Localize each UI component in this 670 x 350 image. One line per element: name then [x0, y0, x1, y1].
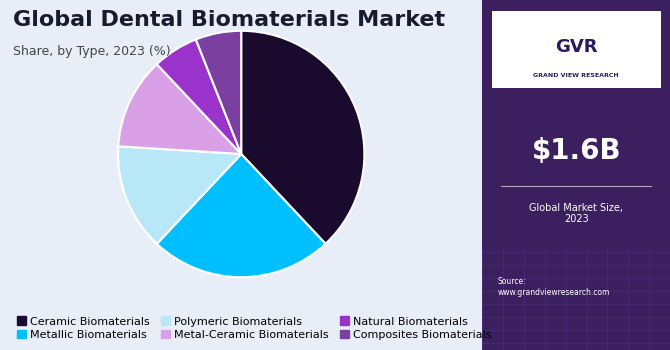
Wedge shape	[157, 40, 241, 154]
Text: Source:
www.grandviewresearch.com: Source: www.grandviewresearch.com	[497, 277, 610, 297]
Bar	[492, 10, 661, 88]
Text: Share, by Type, 2023 (%): Share, by Type, 2023 (%)	[13, 46, 171, 58]
Legend: Ceramic Biomaterials, Metallic Biomaterials, Polymeric Biomaterials, Metal-Ceram: Ceramic Biomaterials, Metallic Biomateri…	[12, 312, 496, 344]
Wedge shape	[118, 146, 241, 244]
Text: Global Dental Biomaterials Market: Global Dental Biomaterials Market	[13, 10, 446, 30]
Wedge shape	[118, 64, 241, 154]
Text: Global Market Size,
2023: Global Market Size, 2023	[529, 203, 623, 224]
Wedge shape	[157, 154, 326, 277]
Wedge shape	[196, 31, 241, 154]
Wedge shape	[241, 31, 364, 244]
Text: GRAND VIEW RESEARCH: GRAND VIEW RESEARCH	[533, 73, 619, 78]
Text: $1.6B: $1.6B	[531, 136, 621, 164]
Text: GVR: GVR	[555, 38, 598, 56]
